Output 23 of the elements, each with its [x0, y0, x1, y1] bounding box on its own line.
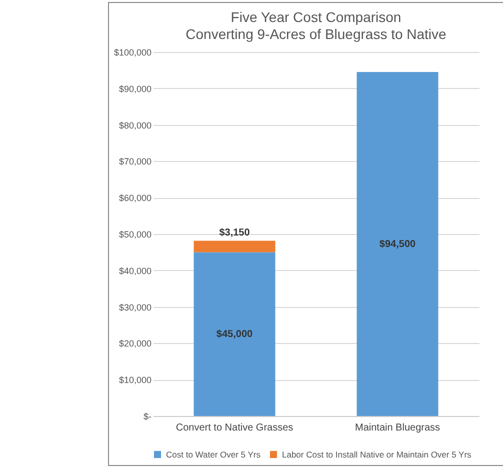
y-tick-label: $20,000 [118, 338, 152, 349]
y-tick-label: $90,000 [118, 84, 152, 94]
bar [194, 240, 276, 252]
chart-subtitle: Converting 9-Acres of Bluegrass to Native [186, 26, 447, 42]
y-tick-label: $70,000 [118, 156, 152, 167]
legend-label: Cost to Water Over 5 Yrs [166, 450, 260, 460]
x-tick-label: Convert to Native Grasses [176, 422, 294, 434]
y-tick-label: $60,000 [118, 193, 152, 204]
data-label: $3,150 [219, 228, 250, 239]
y-tick-label: $50,000 [118, 230, 152, 240]
y-tick-label: $30,000 [118, 302, 152, 312]
y-tick-label: $80,000 [118, 120, 152, 130]
chart-title: Five Year Cost Comparison [230, 9, 402, 25]
y-tick-label: $100,000 [114, 48, 152, 58]
data-label: $94,500 [379, 239, 416, 250]
data-label: $45,000 [216, 329, 254, 340]
bar [194, 252, 276, 416]
legend-label: Labor Cost to Install Native or Maintain Over 5 Yrs [282, 450, 472, 460]
x-tick-label: Maintain Bluegrass [354, 422, 440, 434]
bar [356, 72, 438, 416]
y-tick-label: $10,000 [118, 375, 152, 386]
y-tick-label: $40,000 [118, 266, 152, 276]
y-tick-label: $- [143, 412, 152, 422]
